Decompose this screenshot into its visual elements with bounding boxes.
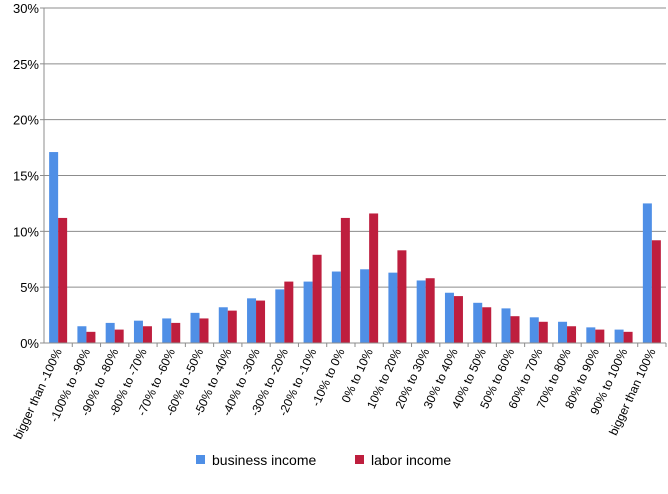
bar-labor-income (114, 329, 124, 343)
bar-labor-income (199, 318, 209, 343)
bar-labor-income (453, 296, 463, 343)
legend-label: labor income (371, 452, 451, 468)
bar-labor-income (284, 281, 294, 343)
bar-business-income (49, 152, 59, 343)
y-tick-label: 20% (13, 113, 39, 128)
bar-labor-income (227, 310, 237, 343)
bar-labor-income (312, 254, 322, 343)
bar-labor-income (369, 213, 379, 343)
bar-business-income (218, 307, 228, 343)
bar-labor-income (538, 321, 548, 343)
bar-labor-income (58, 217, 68, 343)
bar-labor-income (425, 278, 435, 343)
bar-labor-income (256, 300, 266, 343)
bar-labor-income (397, 250, 407, 343)
bar-labor-income (595, 329, 605, 343)
y-tick-label: 25% (13, 57, 39, 72)
bar-business-income (388, 272, 398, 343)
legend-swatch (196, 455, 205, 464)
y-tick-label: 30% (13, 1, 39, 16)
bar-business-income (473, 302, 483, 343)
bar-business-income (247, 298, 257, 343)
bar-business-income (133, 320, 143, 343)
y-tick-label: 5% (20, 280, 39, 295)
legend: business income labor income (196, 452, 451, 468)
bar-labor-income (510, 316, 520, 343)
bar-labor-income (623, 331, 633, 343)
legend-swatch (355, 455, 364, 464)
gridlines (44, 7, 666, 288)
x-category-label: bigger than -100% (11, 346, 65, 441)
bar-business-income (190, 312, 200, 343)
bar-business-income (303, 281, 313, 343)
y-tick-label: 10% (13, 224, 39, 239)
bar-business-income (77, 326, 87, 343)
axes (40, 7, 667, 347)
bar-labor-income (86, 331, 96, 343)
bar-labor-income (142, 326, 152, 343)
x-axis-category-labels: bigger than -100%-100% to -90%-90% to -8… (11, 346, 659, 441)
bar-labor-income (340, 217, 350, 343)
bar-business-income (558, 321, 568, 343)
y-tick-label: 15% (13, 169, 39, 184)
bar-business-income (586, 327, 596, 343)
bar-labor-income (482, 307, 492, 343)
bar-business-income (614, 329, 624, 343)
bar-business-income (275, 289, 285, 343)
bar-business-income (444, 292, 454, 343)
y-axis-tick-labels: 0% 5% 10% 15% 20% 25% 30% (13, 1, 39, 351)
bar-labor-income (651, 240, 661, 343)
bar-business-income (501, 308, 511, 343)
bars (49, 152, 661, 343)
bar-business-income (331, 271, 341, 343)
bar-business-income (105, 322, 115, 343)
y-tick-label: 0% (20, 336, 39, 351)
bar-business-income (529, 317, 539, 343)
bar-labor-income (171, 322, 181, 343)
bar-business-income (162, 318, 172, 343)
bar-business-income (642, 203, 652, 343)
legend-label: business income (212, 452, 316, 468)
bar-business-income (360, 269, 370, 343)
bar-labor-income (567, 326, 577, 343)
bar-business-income (416, 280, 426, 343)
